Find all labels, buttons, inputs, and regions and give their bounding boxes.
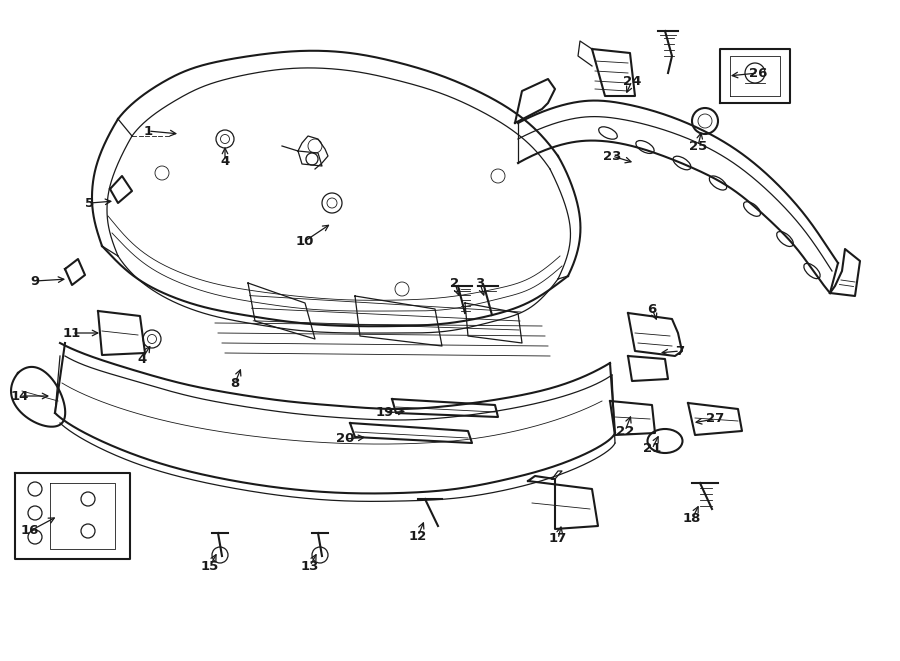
Text: 3: 3 (475, 276, 484, 290)
Text: 15: 15 (201, 559, 219, 572)
Text: 26: 26 (749, 67, 767, 79)
Text: 22: 22 (616, 424, 634, 438)
Text: 25: 25 (688, 139, 707, 153)
Text: 17: 17 (549, 533, 567, 545)
Text: 2: 2 (450, 276, 460, 290)
Text: 14: 14 (11, 389, 29, 403)
Text: 18: 18 (683, 512, 701, 525)
Text: 20: 20 (336, 432, 355, 446)
Text: 4: 4 (138, 352, 147, 366)
Text: 24: 24 (623, 75, 641, 87)
Text: 23: 23 (603, 149, 621, 163)
Text: 12: 12 (409, 529, 428, 543)
Text: 9: 9 (31, 274, 40, 288)
Text: 7: 7 (675, 344, 685, 358)
Text: 27: 27 (706, 412, 724, 426)
Text: 11: 11 (63, 327, 81, 340)
Text: 10: 10 (296, 235, 314, 247)
Text: 1: 1 (143, 124, 153, 137)
Text: 8: 8 (230, 377, 239, 389)
Text: 6: 6 (647, 303, 657, 315)
Text: 19: 19 (376, 407, 394, 420)
Text: 13: 13 (301, 559, 320, 572)
Text: 21: 21 (643, 442, 662, 455)
Text: 16: 16 (21, 524, 40, 537)
Text: 4: 4 (220, 155, 230, 167)
Text: 5: 5 (86, 196, 94, 210)
